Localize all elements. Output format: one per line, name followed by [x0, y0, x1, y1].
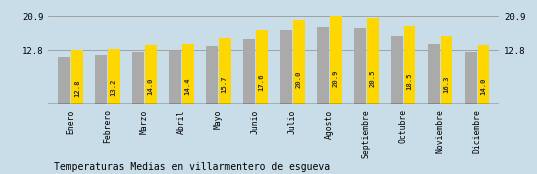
Bar	[354, 28, 366, 104]
Text: 14.0: 14.0	[481, 78, 487, 95]
Bar	[465, 52, 477, 104]
Text: 14.0: 14.0	[148, 78, 154, 95]
Bar	[95, 55, 107, 104]
Bar	[145, 45, 157, 104]
Bar	[477, 45, 489, 104]
Text: 14.4: 14.4	[185, 77, 191, 95]
Bar	[404, 26, 416, 104]
Text: 18.5: 18.5	[407, 72, 412, 90]
Bar	[441, 36, 453, 104]
Bar	[280, 30, 292, 104]
Bar	[330, 16, 342, 104]
Bar	[243, 39, 255, 104]
Text: 12.8: 12.8	[74, 80, 80, 97]
Text: 17.6: 17.6	[259, 73, 265, 91]
Bar	[317, 27, 329, 104]
Bar	[169, 51, 181, 104]
Text: 16.3: 16.3	[444, 75, 449, 93]
Text: 20.0: 20.0	[296, 70, 302, 88]
Bar	[206, 46, 218, 104]
Bar	[71, 50, 83, 104]
Bar	[293, 20, 304, 104]
Bar	[59, 57, 70, 104]
Text: 20.9: 20.9	[332, 69, 339, 87]
Text: 15.7: 15.7	[222, 76, 228, 93]
Bar	[391, 36, 403, 104]
Bar	[182, 44, 194, 104]
Text: 20.5: 20.5	[369, 70, 375, 87]
Bar	[256, 30, 267, 104]
Bar	[219, 38, 230, 104]
Bar	[108, 49, 120, 104]
Text: 13.2: 13.2	[111, 79, 117, 96]
Bar	[367, 18, 379, 104]
Bar	[428, 44, 440, 104]
Bar	[132, 52, 144, 104]
Text: Temperaturas Medias en villarmentero de esgueva: Temperaturas Medias en villarmentero de …	[54, 162, 330, 172]
